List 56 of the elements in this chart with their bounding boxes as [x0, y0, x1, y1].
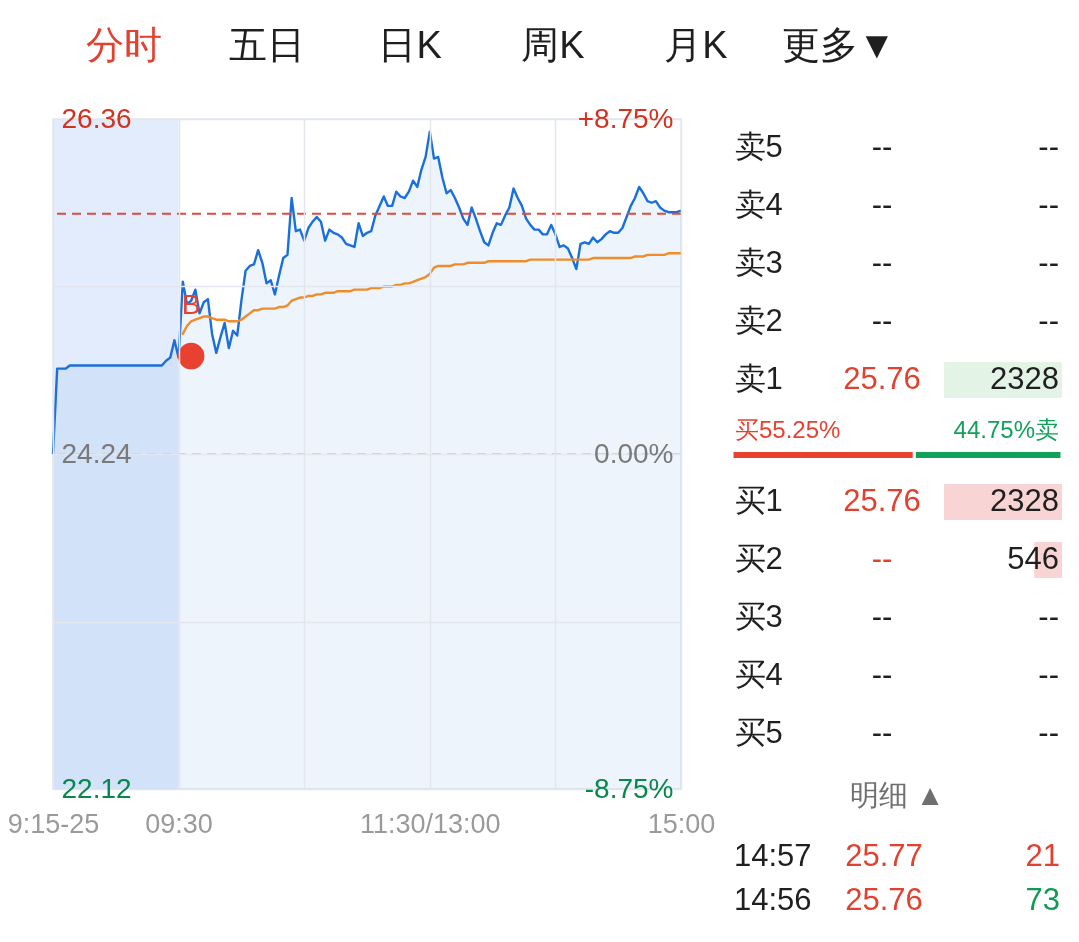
- y-tick-label: 卖1: [734, 361, 783, 396]
- x-tick-label: 15:00: [647, 808, 716, 839]
- data-label: 买55.25%: [735, 416, 841, 443]
- text: 月K: [664, 24, 728, 66]
- y-tick-label: 卖3: [734, 245, 783, 280]
- y2-tick-label: 0.00%: [594, 437, 674, 469]
- text: 25.76: [843, 361, 921, 396]
- x-tick-label: 09:30: [145, 808, 213, 839]
- text: 14:57: [734, 838, 812, 873]
- data-label: 2328: [990, 361, 1059, 396]
- x-tick-label: 11:30/13:00: [359, 808, 501, 839]
- text: --: [871, 657, 893, 692]
- y2-tick-label: +8.75%: [577, 102, 674, 134]
- y-tick-label: 卖2: [734, 303, 783, 338]
- text: 25.76: [843, 483, 921, 518]
- x-tick-label: 9:15-25: [7, 808, 100, 839]
- y-tick-label: 卖4: [734, 187, 783, 222]
- annotation: --: [1038, 187, 1059, 222]
- y-tick-label: 买3: [734, 599, 783, 634]
- data-label: 546: [1007, 541, 1059, 576]
- y2-tick-label: -8.75%: [584, 772, 674, 804]
- data-label: 2328: [990, 483, 1059, 518]
- text: 日K: [378, 24, 442, 66]
- y-tick-label: 买2: [734, 541, 783, 576]
- annotation: --: [1038, 715, 1059, 750]
- text: --: [871, 541, 893, 576]
- text: --: [871, 303, 893, 338]
- y-tick-label: 26.36: [61, 102, 132, 134]
- text: 73: [1025, 882, 1060, 917]
- data-label: 44.75%卖: [953, 416, 1059, 443]
- annotation: --: [1038, 245, 1059, 280]
- text: 14:56: [734, 882, 812, 917]
- text: 五日: [229, 24, 306, 66]
- text: --: [871, 245, 893, 280]
- y-tick-label: 24.24: [61, 437, 132, 469]
- text: --: [871, 715, 893, 750]
- annotation: --: [1038, 129, 1059, 164]
- y-tick-label: 买1: [734, 483, 783, 518]
- text: --: [871, 599, 893, 634]
- annotation: --: [1038, 303, 1059, 338]
- y-tick-label: 22.12: [61, 772, 132, 804]
- text: 更多▼: [781, 24, 896, 66]
- y-tick-label: 卖5: [734, 129, 783, 164]
- text: 25.76: [845, 882, 923, 917]
- text: --: [871, 129, 893, 164]
- text: 分时: [86, 24, 163, 66]
- text: 明细 ▲: [849, 779, 945, 811]
- text: 25.77: [845, 838, 923, 873]
- text: 21: [1025, 838, 1060, 873]
- y-tick-label: 买4: [734, 657, 783, 692]
- line-series: [181, 252, 683, 336]
- text: --: [871, 187, 893, 222]
- annotation: --: [1038, 599, 1059, 634]
- annotation: --: [1038, 657, 1059, 692]
- y-tick-label: 买5: [734, 715, 783, 750]
- text: 周K: [521, 24, 585, 66]
